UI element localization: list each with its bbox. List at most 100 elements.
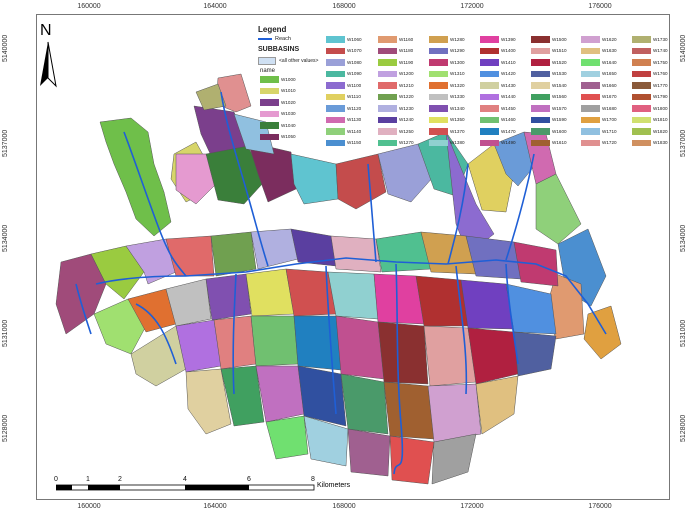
legend-reach-label: Reach: [275, 36, 291, 42]
legend-entry: W1790: [632, 93, 668, 100]
legend-swatch: [378, 105, 397, 112]
legend-swatch: [581, 82, 600, 89]
legend-swatch: [581, 105, 600, 112]
y-tick-right: 5140000: [680, 34, 687, 62]
legend-swatch: [632, 93, 651, 100]
subbasin-polygon: [213, 315, 257, 370]
legend-entry-label: W1060: [347, 36, 362, 42]
legend-entry-label: W1440: [501, 94, 516, 100]
legend-entry-label: W1390: [501, 36, 516, 42]
legend-entry: W1660: [581, 82, 617, 89]
subbasin-polygon: [327, 271, 379, 320]
legend-entry-label: W1250: [399, 128, 414, 134]
legend-swatch: [632, 128, 651, 135]
legend-swatch: [581, 70, 600, 77]
legend-entry: W1540: [531, 82, 567, 89]
subbasin-polygon: [505, 283, 557, 335]
legend-swatch: [429, 82, 448, 89]
legend-entry-label: W1490: [501, 140, 516, 146]
map-legend: Legend Reach SUBBASINS <all other values…: [258, 25, 668, 152]
legend-entry-label: W1280: [450, 36, 465, 42]
legend-entry-label: W1460: [501, 117, 516, 123]
scale-tick: 2: [118, 476, 122, 483]
subbasin-polygon: [475, 375, 519, 435]
scale-tick: 6: [247, 476, 251, 483]
legend-entry: W1560: [531, 93, 567, 100]
legend-entry: W1640: [581, 59, 617, 66]
reach-line: [123, 131, 187, 277]
legend-entry-label: W1050: [281, 134, 296, 140]
legend-entry-label: W1700: [602, 117, 617, 123]
legend-entry-label: W1380: [450, 140, 465, 146]
legend-swatch: [480, 116, 499, 123]
x-tick-bottom: 172000: [460, 503, 484, 510]
legend-entry: W1310: [429, 70, 465, 77]
legend-swatch: [480, 59, 499, 66]
legend-swatch: [581, 47, 600, 54]
legend-entry: W1180: [378, 47, 413, 54]
subbasin-polygon: [377, 321, 429, 385]
legend-swatch: [632, 105, 651, 112]
legend-entry: W1220: [378, 93, 414, 100]
legend-entry: W1490: [480, 139, 516, 146]
subbasin-polygons: [55, 73, 622, 485]
legend-entry: W1010: [260, 87, 296, 94]
legend-entry: W1020: [260, 99, 296, 106]
legend-swatch: [531, 70, 550, 77]
legend-entry: W1060: [326, 36, 362, 43]
legend-entry: W1600: [531, 128, 567, 135]
subbasin-polygon: [125, 238, 177, 285]
reach-line: [325, 265, 337, 415]
legend-entry-label: W1240: [399, 117, 414, 123]
legend-entry-label: W1070: [347, 48, 362, 54]
legend-entry: W1700: [581, 116, 617, 123]
north-label: N: [40, 22, 52, 39]
legend-entry-label: W1720: [602, 140, 617, 146]
legend-entry: W1270: [378, 139, 414, 146]
subbasin-polygon: [175, 153, 217, 205]
legend-entry-label: W1590: [552, 117, 567, 123]
subbasin-polygon: [247, 141, 297, 203]
subbasin-polygon: [347, 428, 391, 477]
legend-entry: W1440: [480, 93, 516, 100]
legend-entry: W1160: [378, 36, 413, 43]
legend-swatch: [581, 36, 600, 43]
reach-line-swatch: [258, 38, 272, 40]
reach-line: [455, 265, 468, 395]
y-tick-right: 5137000: [680, 129, 687, 157]
subbasin-polygon: [93, 298, 147, 355]
legend-entry-label: W1520: [552, 59, 567, 65]
subbasin-polygon: [467, 327, 519, 385]
subbasin-polygon: [205, 145, 265, 205]
legend-entry: W1420: [480, 70, 516, 77]
legend-swatch: [632, 82, 651, 89]
legend-entry-label: W1340: [450, 105, 465, 111]
x-tick-top: 176000: [588, 3, 612, 10]
subbasin-polygon: [335, 315, 385, 380]
subbasin-polygon: [423, 325, 477, 387]
reach-line: [185, 257, 607, 335]
scale-tick: 1: [86, 476, 90, 483]
subbasin-polygon: [583, 305, 622, 360]
y-tick-right: 5128000: [680, 414, 687, 442]
legend-entry: W1320: [429, 82, 465, 89]
legend-swatch: [429, 105, 448, 112]
legend-entry: W1430: [480, 82, 516, 89]
legend-entry: W1380: [429, 139, 465, 146]
legend-entry: W1720: [581, 139, 617, 146]
legend-entry-label: W1100: [347, 82, 362, 88]
legend-all-other: <all other values>: [258, 57, 318, 65]
reach-line: [447, 163, 469, 265]
reach-line: [505, 263, 519, 365]
reach-line: [393, 263, 404, 475]
scale-tick: 8: [311, 476, 315, 483]
legend-entry-label: W1560: [552, 94, 567, 100]
subbasin-polygon: [265, 415, 309, 460]
legend-entry: W1140: [326, 128, 361, 135]
subbasin-polygon: [185, 368, 232, 435]
legend-swatch: [260, 122, 279, 129]
subbasin-polygon: [431, 433, 477, 485]
legend-entry-label: W1610: [552, 140, 567, 146]
legend-entry: W1300: [429, 59, 465, 66]
legend-entry-label: W1570: [552, 105, 567, 111]
